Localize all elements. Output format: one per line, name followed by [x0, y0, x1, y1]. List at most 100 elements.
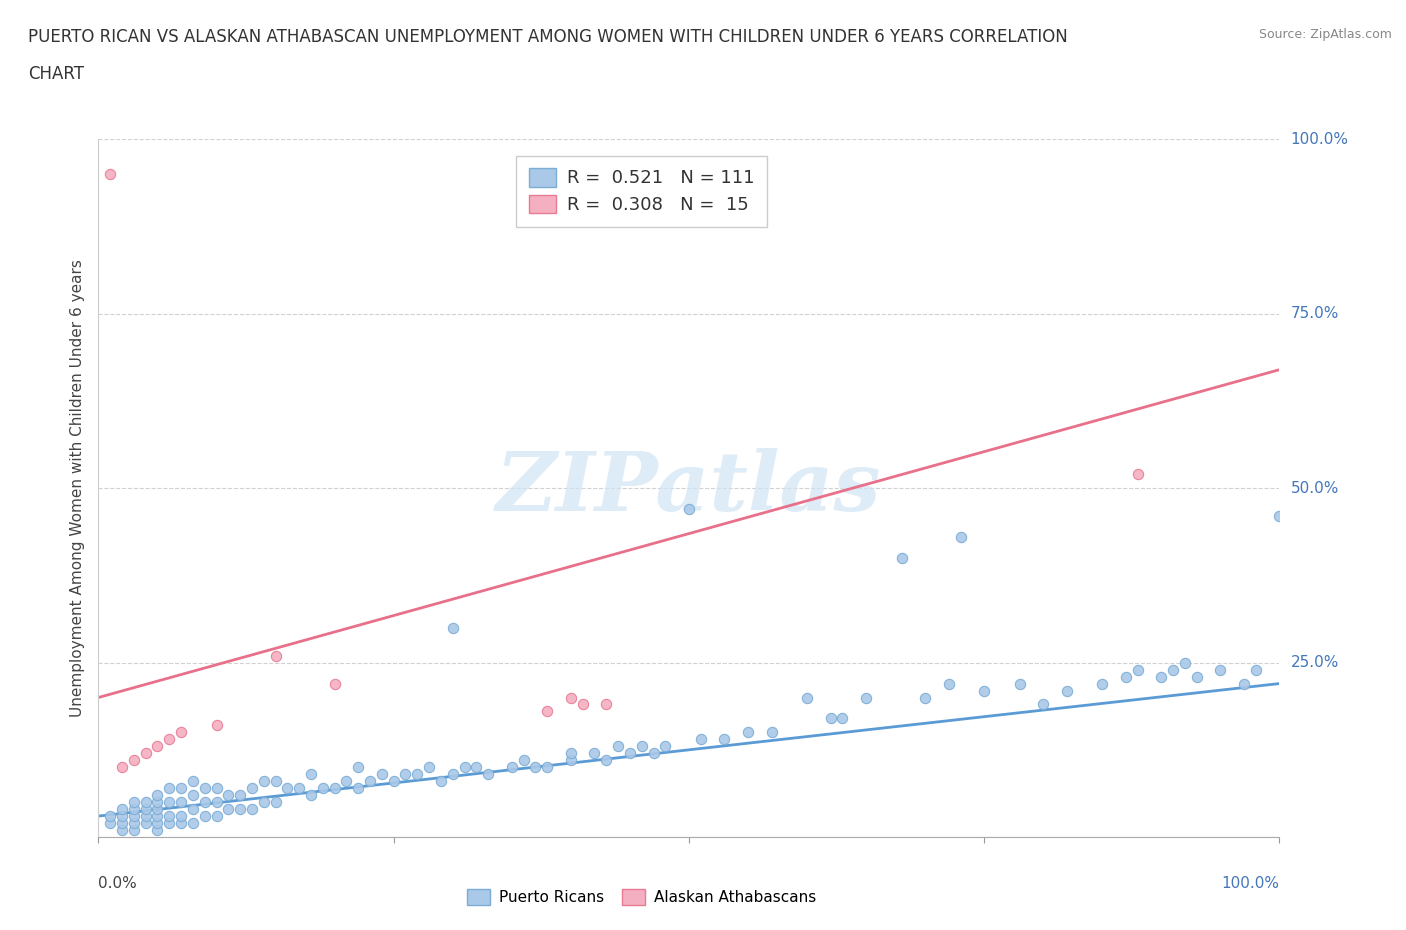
Point: [1161, 662, 1184, 677]
Point: [430, 774, 453, 789]
Point: [157, 816, 180, 830]
Legend: Puerto Ricans, Alaskan Athabascans: Puerto Ricans, Alaskan Athabascans: [460, 882, 824, 913]
Point: [831, 711, 853, 725]
Point: [146, 816, 169, 830]
Point: [98, 816, 121, 830]
Point: [347, 781, 370, 796]
Point: [181, 802, 204, 817]
Point: [146, 788, 169, 803]
Point: [761, 725, 783, 740]
Point: [253, 774, 276, 789]
Point: [135, 746, 157, 761]
Point: [560, 690, 582, 705]
Point: [146, 809, 169, 824]
Point: [157, 794, 180, 809]
Point: [122, 809, 145, 824]
Point: [111, 816, 134, 830]
Point: [607, 738, 630, 753]
Point: [181, 816, 204, 830]
Text: 100.0%: 100.0%: [1291, 132, 1348, 147]
Point: [855, 690, 877, 705]
Point: [98, 809, 121, 824]
Point: [122, 753, 145, 768]
Point: [194, 794, 217, 809]
Point: [359, 774, 381, 789]
Point: [619, 746, 641, 761]
Point: [157, 809, 180, 824]
Point: [595, 753, 617, 768]
Point: [312, 781, 335, 796]
Point: [406, 766, 429, 781]
Point: [347, 760, 370, 775]
Point: [181, 774, 204, 789]
Point: [536, 760, 558, 775]
Point: [205, 809, 228, 824]
Point: [394, 766, 416, 781]
Point: [205, 718, 228, 733]
Point: [264, 774, 287, 789]
Point: [371, 766, 394, 781]
Point: [418, 760, 440, 775]
Point: [914, 690, 936, 705]
Point: [512, 753, 534, 768]
Point: [1174, 655, 1197, 670]
Point: [205, 794, 228, 809]
Point: [737, 725, 759, 740]
Point: [122, 816, 145, 830]
Point: [170, 794, 193, 809]
Point: [1185, 670, 1208, 684]
Point: [1032, 698, 1054, 712]
Point: [441, 766, 464, 781]
Point: [146, 802, 169, 817]
Point: [453, 760, 475, 775]
Point: [170, 781, 193, 796]
Point: [1091, 676, 1114, 691]
Point: [1209, 662, 1232, 677]
Point: [323, 676, 346, 691]
Point: [1056, 683, 1078, 698]
Point: [146, 738, 169, 753]
Point: [630, 738, 652, 753]
Point: [1126, 662, 1149, 677]
Point: [1008, 676, 1031, 691]
Point: [643, 746, 665, 761]
Point: [170, 809, 193, 824]
Point: [217, 788, 239, 803]
Text: 0.0%: 0.0%: [98, 876, 138, 891]
Point: [146, 794, 169, 809]
Point: [1244, 662, 1267, 677]
Point: [135, 802, 157, 817]
Point: [111, 760, 134, 775]
Point: [181, 788, 204, 803]
Point: [240, 802, 263, 817]
Point: [135, 816, 157, 830]
Text: CHART: CHART: [28, 65, 84, 83]
Point: [465, 760, 488, 775]
Point: [1150, 670, 1173, 684]
Point: [441, 620, 464, 635]
Point: [288, 781, 311, 796]
Point: [194, 781, 217, 796]
Point: [1233, 676, 1256, 691]
Text: ZIPatlas: ZIPatlas: [496, 448, 882, 528]
Point: [890, 551, 912, 565]
Point: [98, 167, 121, 182]
Point: [524, 760, 547, 775]
Text: 50.0%: 50.0%: [1291, 481, 1339, 496]
Point: [477, 766, 499, 781]
Point: [1268, 509, 1291, 524]
Point: [111, 823, 134, 837]
Point: [264, 794, 287, 809]
Point: [229, 802, 252, 817]
Text: 100.0%: 100.0%: [1222, 876, 1279, 891]
Point: [938, 676, 960, 691]
Text: Source: ZipAtlas.com: Source: ZipAtlas.com: [1258, 28, 1392, 41]
Point: [583, 746, 606, 761]
Point: [973, 683, 995, 698]
Point: [111, 802, 134, 817]
Point: [240, 781, 263, 796]
Point: [194, 809, 217, 824]
Point: [654, 738, 676, 753]
Point: [135, 794, 157, 809]
Point: [820, 711, 842, 725]
